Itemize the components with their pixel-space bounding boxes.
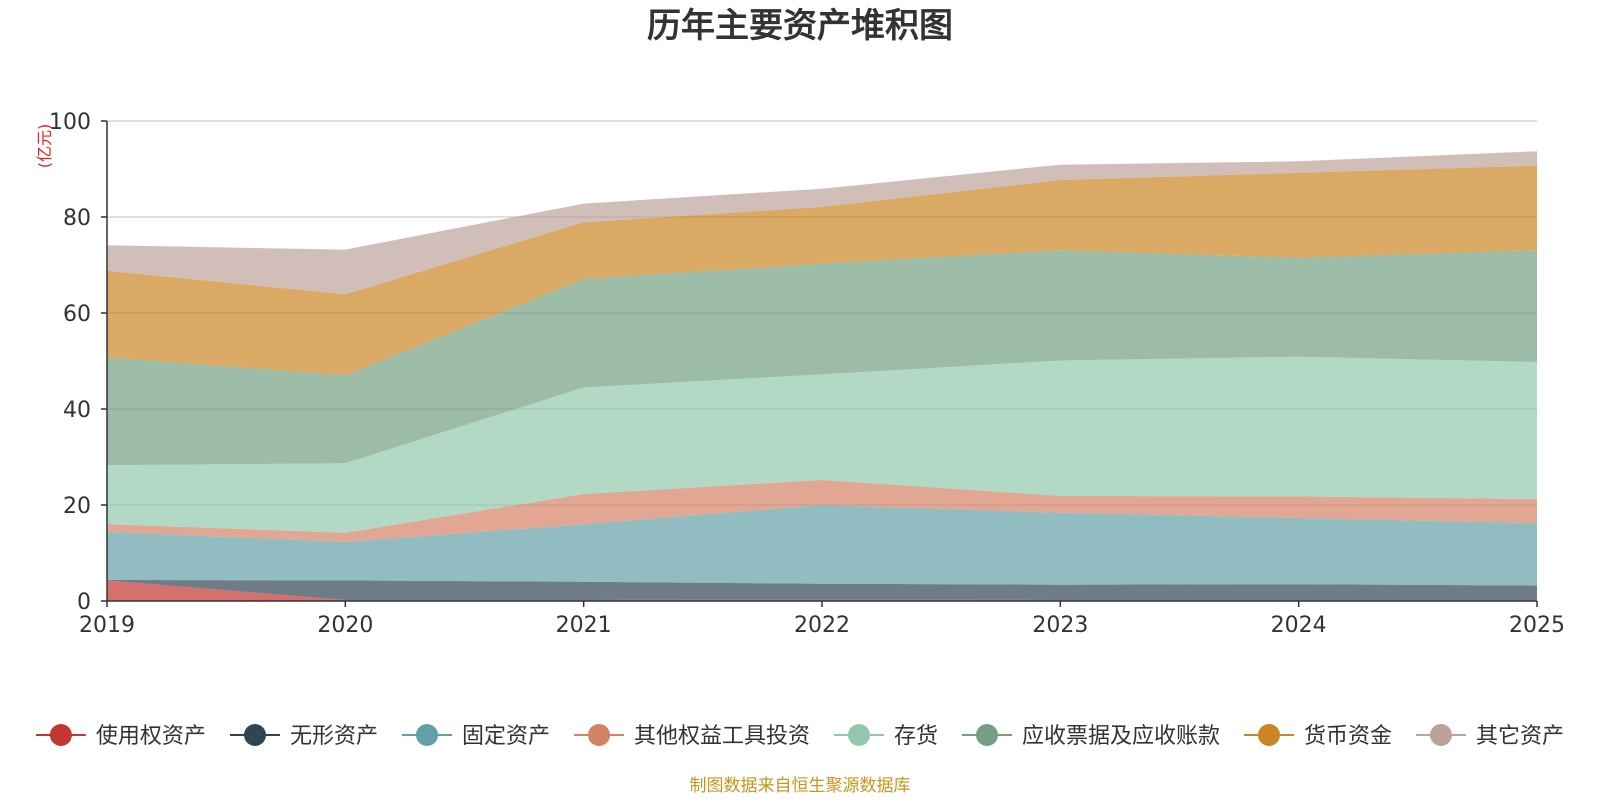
x-tick-label: 2021 xyxy=(556,613,612,638)
area-series-7 xyxy=(107,165,1537,376)
legend-marker-icon xyxy=(49,724,72,746)
legend-marker-icon xyxy=(1430,724,1452,746)
legend-item-5[interactable]: 存货 xyxy=(834,724,938,749)
area-series-4 xyxy=(107,480,1537,542)
legend-item-4[interactable]: 其他权益工具投资 xyxy=(574,724,810,749)
area-series-1 xyxy=(107,580,1537,601)
legend-label: 其它资产 xyxy=(1476,724,1564,749)
legend-item-2[interactable]: 无形资产 xyxy=(230,724,378,749)
y-tick-label: 0 xyxy=(77,590,91,615)
x-tick-label: 2025 xyxy=(1509,613,1565,638)
grid-lines: 0 20 40 60 80 100 xyxy=(49,110,1537,615)
source-note: 制图数据来自恒生聚源数据库 xyxy=(690,776,911,796)
legend-item-7[interactable]: 货币资金 xyxy=(1244,724,1392,749)
x-tick-label: 2024 xyxy=(1271,613,1327,638)
legend-item-6[interactable]: 应收票据及应收账款 xyxy=(962,724,1220,749)
area-series-2 xyxy=(107,579,1537,600)
legend-marker-icon xyxy=(588,724,610,746)
legend-label: 存货 xyxy=(894,724,938,749)
x-tick-label: 2023 xyxy=(1032,613,1088,638)
area-series-8 xyxy=(107,151,1537,295)
y-tick-label: 40 xyxy=(63,398,91,423)
x-tick-label: 2020 xyxy=(317,613,373,638)
y-tick-label: 60 xyxy=(63,302,91,327)
area-series-3 xyxy=(107,505,1537,586)
legend-marker-icon xyxy=(848,724,870,746)
legend-label: 固定资产 xyxy=(462,724,550,749)
legend-label: 货币资金 xyxy=(1304,724,1392,749)
legend-label: 使用权资产 xyxy=(96,724,206,749)
chart-title: 历年主要资产堆积图 xyxy=(647,6,953,46)
y-axis-unit-label: (亿元) xyxy=(35,124,54,169)
legend-item-3[interactable]: 固定资产 xyxy=(402,724,550,749)
legend-marker-icon xyxy=(244,724,266,746)
legend: 使用权资产 无形资产 固定资产 其他权益工具投资 存货 应收票据及应收账款 货币资金 其它资产 xyxy=(35,724,1564,749)
legend-label: 应收票据及应收账款 xyxy=(1022,724,1220,749)
legend-item-1[interactable]: 使用权资产 xyxy=(35,724,206,749)
area-series-5 xyxy=(107,356,1537,533)
legend-marker-icon xyxy=(976,724,998,746)
y-tick-label: 100 xyxy=(49,110,91,135)
legend-marker-icon xyxy=(416,724,438,746)
x-tick-label: 2019 xyxy=(79,613,135,638)
legend-label: 无形资产 xyxy=(290,724,378,749)
y-tick-label: 80 xyxy=(63,206,91,231)
area-series-6 xyxy=(107,250,1537,466)
y-tick-label: 20 xyxy=(63,494,91,519)
x-tick-label: 2022 xyxy=(794,613,850,638)
legend-label: 其他权益工具投资 xyxy=(634,724,810,749)
area-series-group xyxy=(107,151,1537,601)
axes: 2019 2020 2021 2022 2023 2024 2025 xyxy=(79,120,1565,638)
legend-marker-icon xyxy=(1258,724,1280,746)
legend-item-8[interactable]: 其它资产 xyxy=(1416,724,1564,749)
